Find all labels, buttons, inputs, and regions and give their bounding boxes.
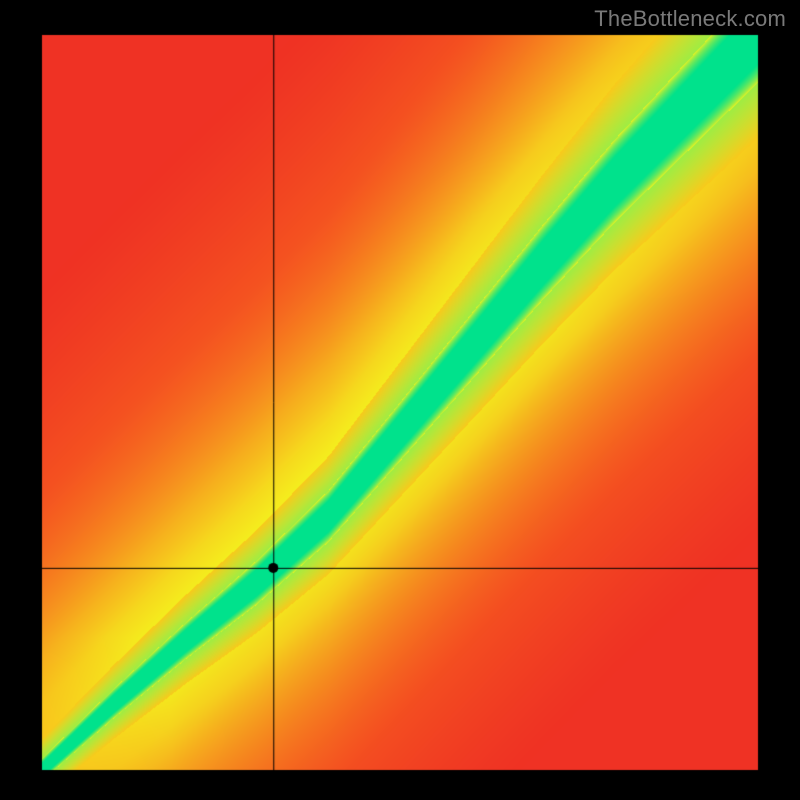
watermark-text: TheBottleneck.com [594,6,786,32]
heatmap-canvas [0,0,800,800]
chart-container: TheBottleneck.com [0,0,800,800]
